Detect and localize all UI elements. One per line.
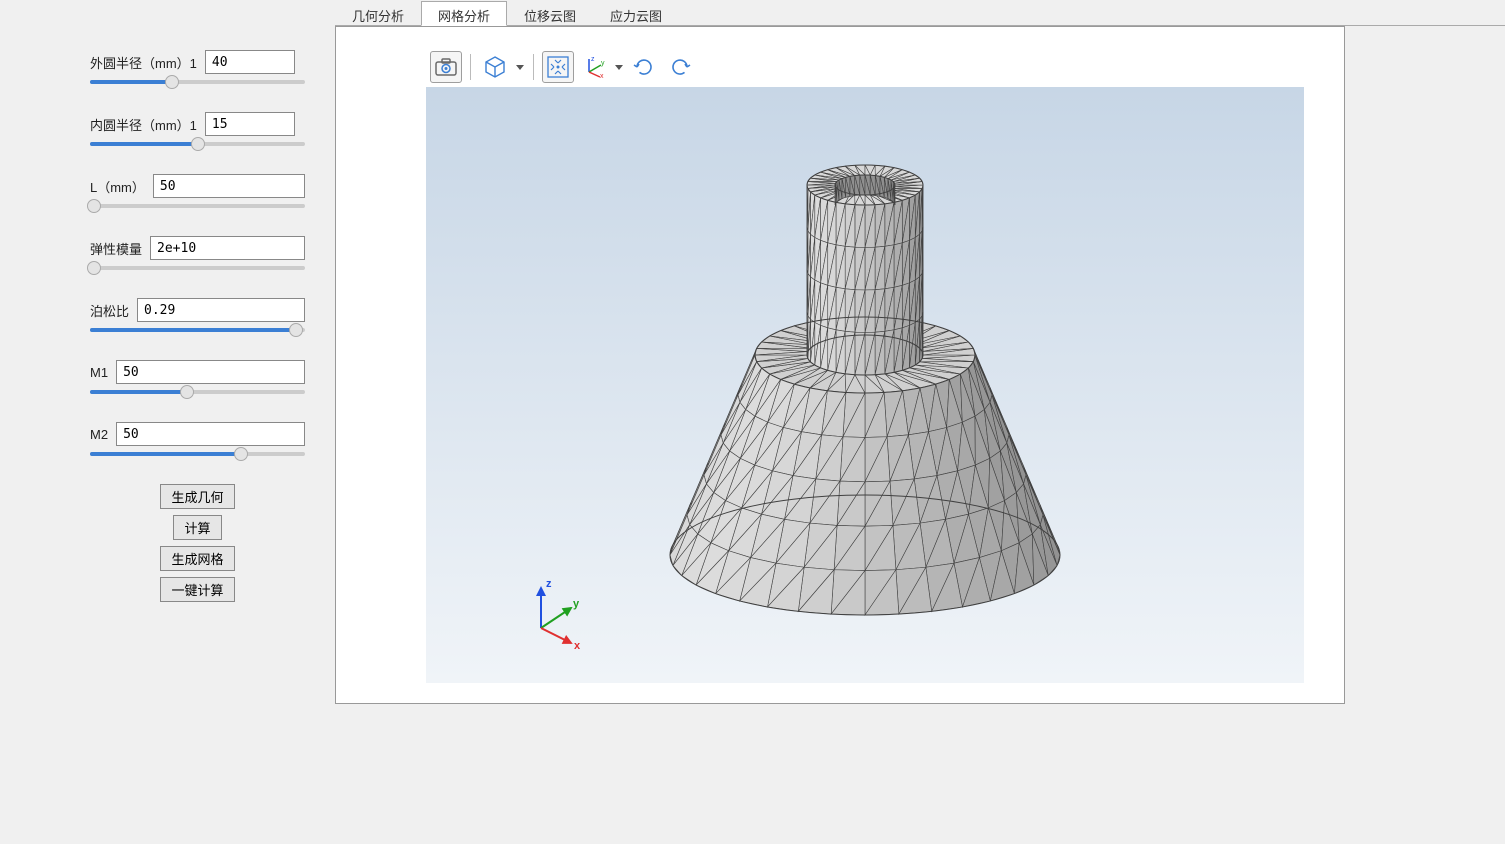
rotate-ccw-icon[interactable]: [628, 51, 660, 83]
axis-z-label: z: [546, 578, 552, 590]
cube-view-icon-dropdown[interactable]: [515, 65, 525, 70]
tab-1[interactable]: 网格分析: [421, 1, 507, 26]
tab-0[interactable]: 几何分析: [335, 1, 421, 26]
action-buttons: 生成几何 计算 生成网格 一键计算: [90, 484, 305, 602]
svg-text:y: y: [601, 60, 605, 67]
camera-icon[interactable]: [430, 51, 462, 83]
param-slider[interactable]: [90, 390, 305, 394]
axes-icon-dropdown[interactable]: [614, 65, 624, 70]
param-input[interactable]: [153, 174, 305, 198]
param-input[interactable]: [150, 236, 305, 260]
param-input[interactable]: [116, 422, 305, 446]
param-input[interactable]: [116, 360, 305, 384]
svg-text:x: x: [600, 73, 604, 78]
generate-mesh-button[interactable]: 生成网格: [160, 546, 234, 571]
param-label: M1: [90, 365, 108, 380]
param-label: 外圆半径（mm）1: [90, 53, 197, 72]
param-slider[interactable]: [90, 328, 305, 332]
fit-view-icon[interactable]: [542, 51, 574, 83]
tab-3[interactable]: 应力云图: [593, 1, 679, 26]
param-label: M2: [90, 427, 108, 442]
orientation-triad: z y x: [516, 573, 596, 653]
main-content: 几何分析网格分析位移云图应力云图 z y x: [335, 0, 1505, 844]
viewport-panel: z y x zyx: [335, 26, 1345, 704]
toolbar-separator: [533, 54, 534, 80]
param-label: L（mm）: [90, 177, 145, 196]
param-row-4: 泊松比: [90, 298, 305, 332]
param-row-3: 弹性模量: [90, 236, 305, 270]
axes-icon[interactable]: zy x: [578, 51, 610, 83]
mesh-rendering: [655, 125, 1075, 625]
viewport-toolbar: zy x: [426, 47, 700, 87]
param-input[interactable]: [205, 50, 295, 74]
tab-bar: 几何分析网格分析位移云图应力云图: [335, 0, 1505, 26]
axis-y-label: y: [573, 598, 580, 610]
param-label: 内圆半径（mm）1: [90, 115, 197, 134]
param-row-0: 外圆半径（mm）1: [90, 50, 305, 84]
param-row-1: 内圆半径（mm）1: [90, 112, 305, 146]
param-input[interactable]: [137, 298, 305, 322]
param-row-2: L（mm）: [90, 174, 305, 208]
param-slider[interactable]: [90, 266, 305, 270]
param-slider[interactable]: [90, 204, 305, 208]
tab-2[interactable]: 位移云图: [507, 1, 593, 26]
generate-geometry-button[interactable]: 生成几何: [160, 484, 234, 509]
param-label: 弹性模量: [90, 239, 142, 258]
param-label: 泊松比: [90, 301, 129, 320]
cube-view-icon[interactable]: [479, 51, 511, 83]
param-row-6: M2: [90, 422, 305, 456]
param-slider[interactable]: [90, 452, 305, 456]
one-click-compute-button[interactable]: 一键计算: [160, 577, 234, 602]
parameter-sidebar: 外圆半径（mm）1 内圆半径（mm）1 L（mm） 弹性模量: [0, 0, 335, 844]
param-slider[interactable]: [90, 80, 305, 84]
3d-canvas[interactable]: z y x: [426, 87, 1304, 683]
param-input[interactable]: [205, 112, 295, 136]
param-slider[interactable]: [90, 142, 305, 146]
compute-button[interactable]: 计算: [173, 515, 221, 540]
svg-text:z: z: [591, 56, 595, 63]
rotate-cw-icon[interactable]: [664, 51, 696, 83]
toolbar-separator: [470, 54, 471, 80]
axis-x-label: x: [574, 640, 581, 652]
param-row-5: M1: [90, 360, 305, 394]
